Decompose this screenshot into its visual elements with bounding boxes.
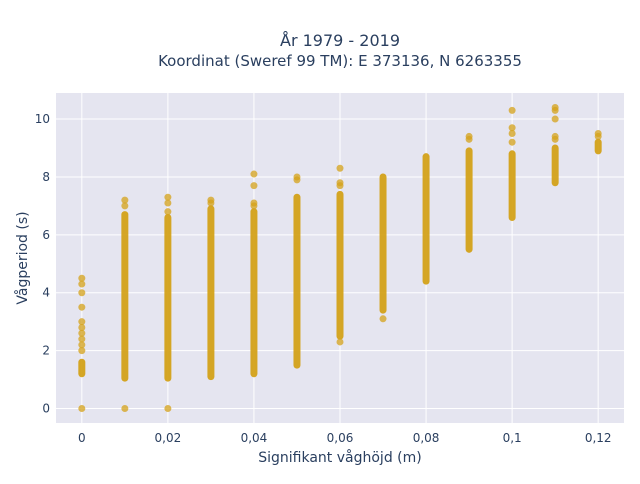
data-point [336,338,344,346]
x-tick-label: 0,04 [241,431,268,445]
data-point [164,193,172,201]
data-point [78,405,86,413]
data-point [78,329,86,337]
data-point [551,132,559,140]
y-tick-label: 2 [42,344,50,358]
y-tick-label: 8 [42,170,50,184]
x-tick-labels: 0 0,02 0,04 0,06 0,08 0,1 0,12 [78,431,612,445]
data-point [164,405,172,413]
y-axis-label: Vågperiod (s) [14,211,31,304]
data-point [250,182,258,190]
data-point [121,405,129,413]
data-point [250,170,258,178]
data-point [551,115,559,123]
y-tick-label: 6 [42,228,50,242]
data-point [250,199,258,207]
chart-title-line2: Koordinat (Sweref 99 TM): E 373136, N 62… [158,52,522,70]
y-tick-labels: 0 2 4 6 8 10 [35,112,50,415]
x-tick-label: 0,08 [413,431,440,445]
data-point [293,173,301,181]
data-point [508,138,516,146]
x-tick-label: 0,06 [327,431,354,445]
data-point [551,103,559,111]
data-point [78,341,86,349]
data-point [594,130,602,138]
data-point [164,208,172,216]
data-point [508,106,516,114]
x-tick-label: 0 [78,431,86,445]
data-point [207,196,215,204]
data-point [379,315,387,323]
data-point [121,202,129,210]
x-tick-label: 0,1 [503,431,522,445]
data-point [78,318,86,326]
data-point [78,323,86,331]
data-point [336,179,344,187]
x-tick-label: 0,12 [585,431,612,445]
data-point [164,199,172,207]
data-point [508,124,516,132]
data-point [508,130,516,138]
data-point [78,280,86,288]
data-point [465,132,473,140]
data-point [78,303,86,311]
x-tick-label: 0,02 [155,431,182,445]
data-point [121,196,129,204]
x-axis-label: Signifikant våghöjd (m) [258,449,421,466]
data-point [336,164,344,172]
y-tick-label: 0 [42,402,50,416]
y-tick-label: 4 [42,286,50,300]
data-point [78,274,86,282]
data-point [78,335,86,343]
chart-title-line1: År 1979 - 2019 [280,31,400,50]
data-point [78,289,86,297]
data-point [78,347,86,355]
data-points [78,103,602,413]
y-tick-label: 10 [35,112,50,126]
